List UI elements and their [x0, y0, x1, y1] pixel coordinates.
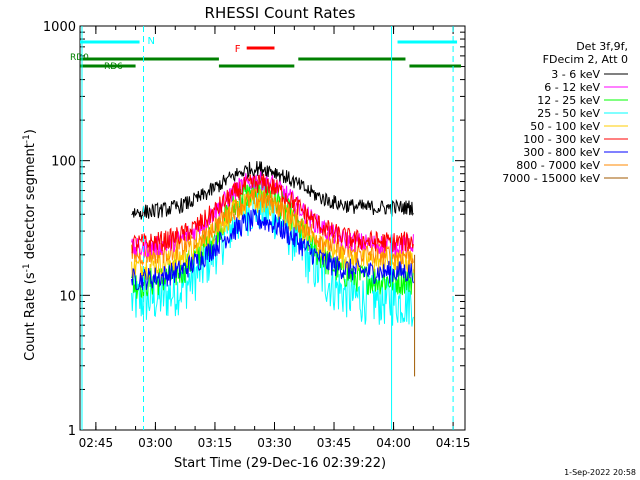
axis-ticks: 02:45 03:00 03:15 03:30 03:45 04:00 04:15 1 10 10…	[43, 20, 470, 450]
plot-frame	[79, 25, 466, 431]
series-line-100-300kev	[131, 173, 414, 254]
legend-label: 50 - 100 keV	[530, 120, 600, 133]
legend-header: FDecim 2, Att 0	[543, 53, 628, 66]
x-tick-label: 03:00	[138, 436, 173, 450]
chart-title: RHESSI Count Rates	[205, 4, 356, 22]
x-tick-label: 03:30	[257, 436, 292, 450]
plot-border	[79, 25, 466, 431]
series-line-25-50kev	[131, 182, 414, 327]
time-markers	[81, 26, 454, 430]
x-tick-label: 03:15	[198, 436, 233, 450]
series-line-3-6kev	[131, 161, 414, 220]
legend-label: 100 - 300 keV	[523, 133, 600, 146]
state-label-rd0: RD0	[70, 53, 89, 63]
x-tick-label: 03:45	[317, 436, 352, 450]
series-line-6-12kev	[131, 169, 414, 258]
footer-date: 1-Sep-2022 20:58	[564, 468, 636, 477]
y-axis-label: Count Rate (s-1 detector segment-1)	[22, 129, 38, 361]
state-label-n: N	[147, 36, 154, 47]
y-tick-label: 100	[51, 155, 76, 170]
legend-label: 800 - 7000 keV	[516, 159, 600, 172]
y-tick-label: 1000	[43, 20, 76, 35]
legend-label: 25 - 50 keV	[537, 107, 600, 120]
legend-label: 6 - 12 keV	[544, 81, 600, 94]
legend-label: 12 - 25 keV	[537, 94, 600, 107]
y-axis-label-text: Count Rate (s-1 detector segment-1)	[22, 129, 38, 361]
legend-header: Det 3f,9f,	[576, 40, 628, 53]
y-tick-label: 1	[68, 424, 76, 439]
series-line-300-800kev	[131, 208, 414, 291]
x-tick-label: 04:00	[376, 436, 411, 450]
state-label-rd6: RD6	[104, 62, 123, 72]
x-tick-label: 02:45	[79, 436, 114, 450]
legend-label: 3 - 6 keV	[551, 68, 600, 81]
x-axis-label: Start Time (29-Dec-16 02:39:22)	[174, 456, 386, 471]
legend-label: 7000 - 15000 keV	[502, 172, 600, 185]
x-tick-label: 04:15	[436, 436, 471, 450]
state-label-f: F	[235, 44, 241, 55]
attenuator-bars: N F RD0 RD6	[70, 36, 462, 72]
y-tick-label: 10	[59, 289, 76, 304]
series-lines	[131, 161, 416, 377]
legend-label: 300 - 800 keV	[523, 146, 600, 159]
